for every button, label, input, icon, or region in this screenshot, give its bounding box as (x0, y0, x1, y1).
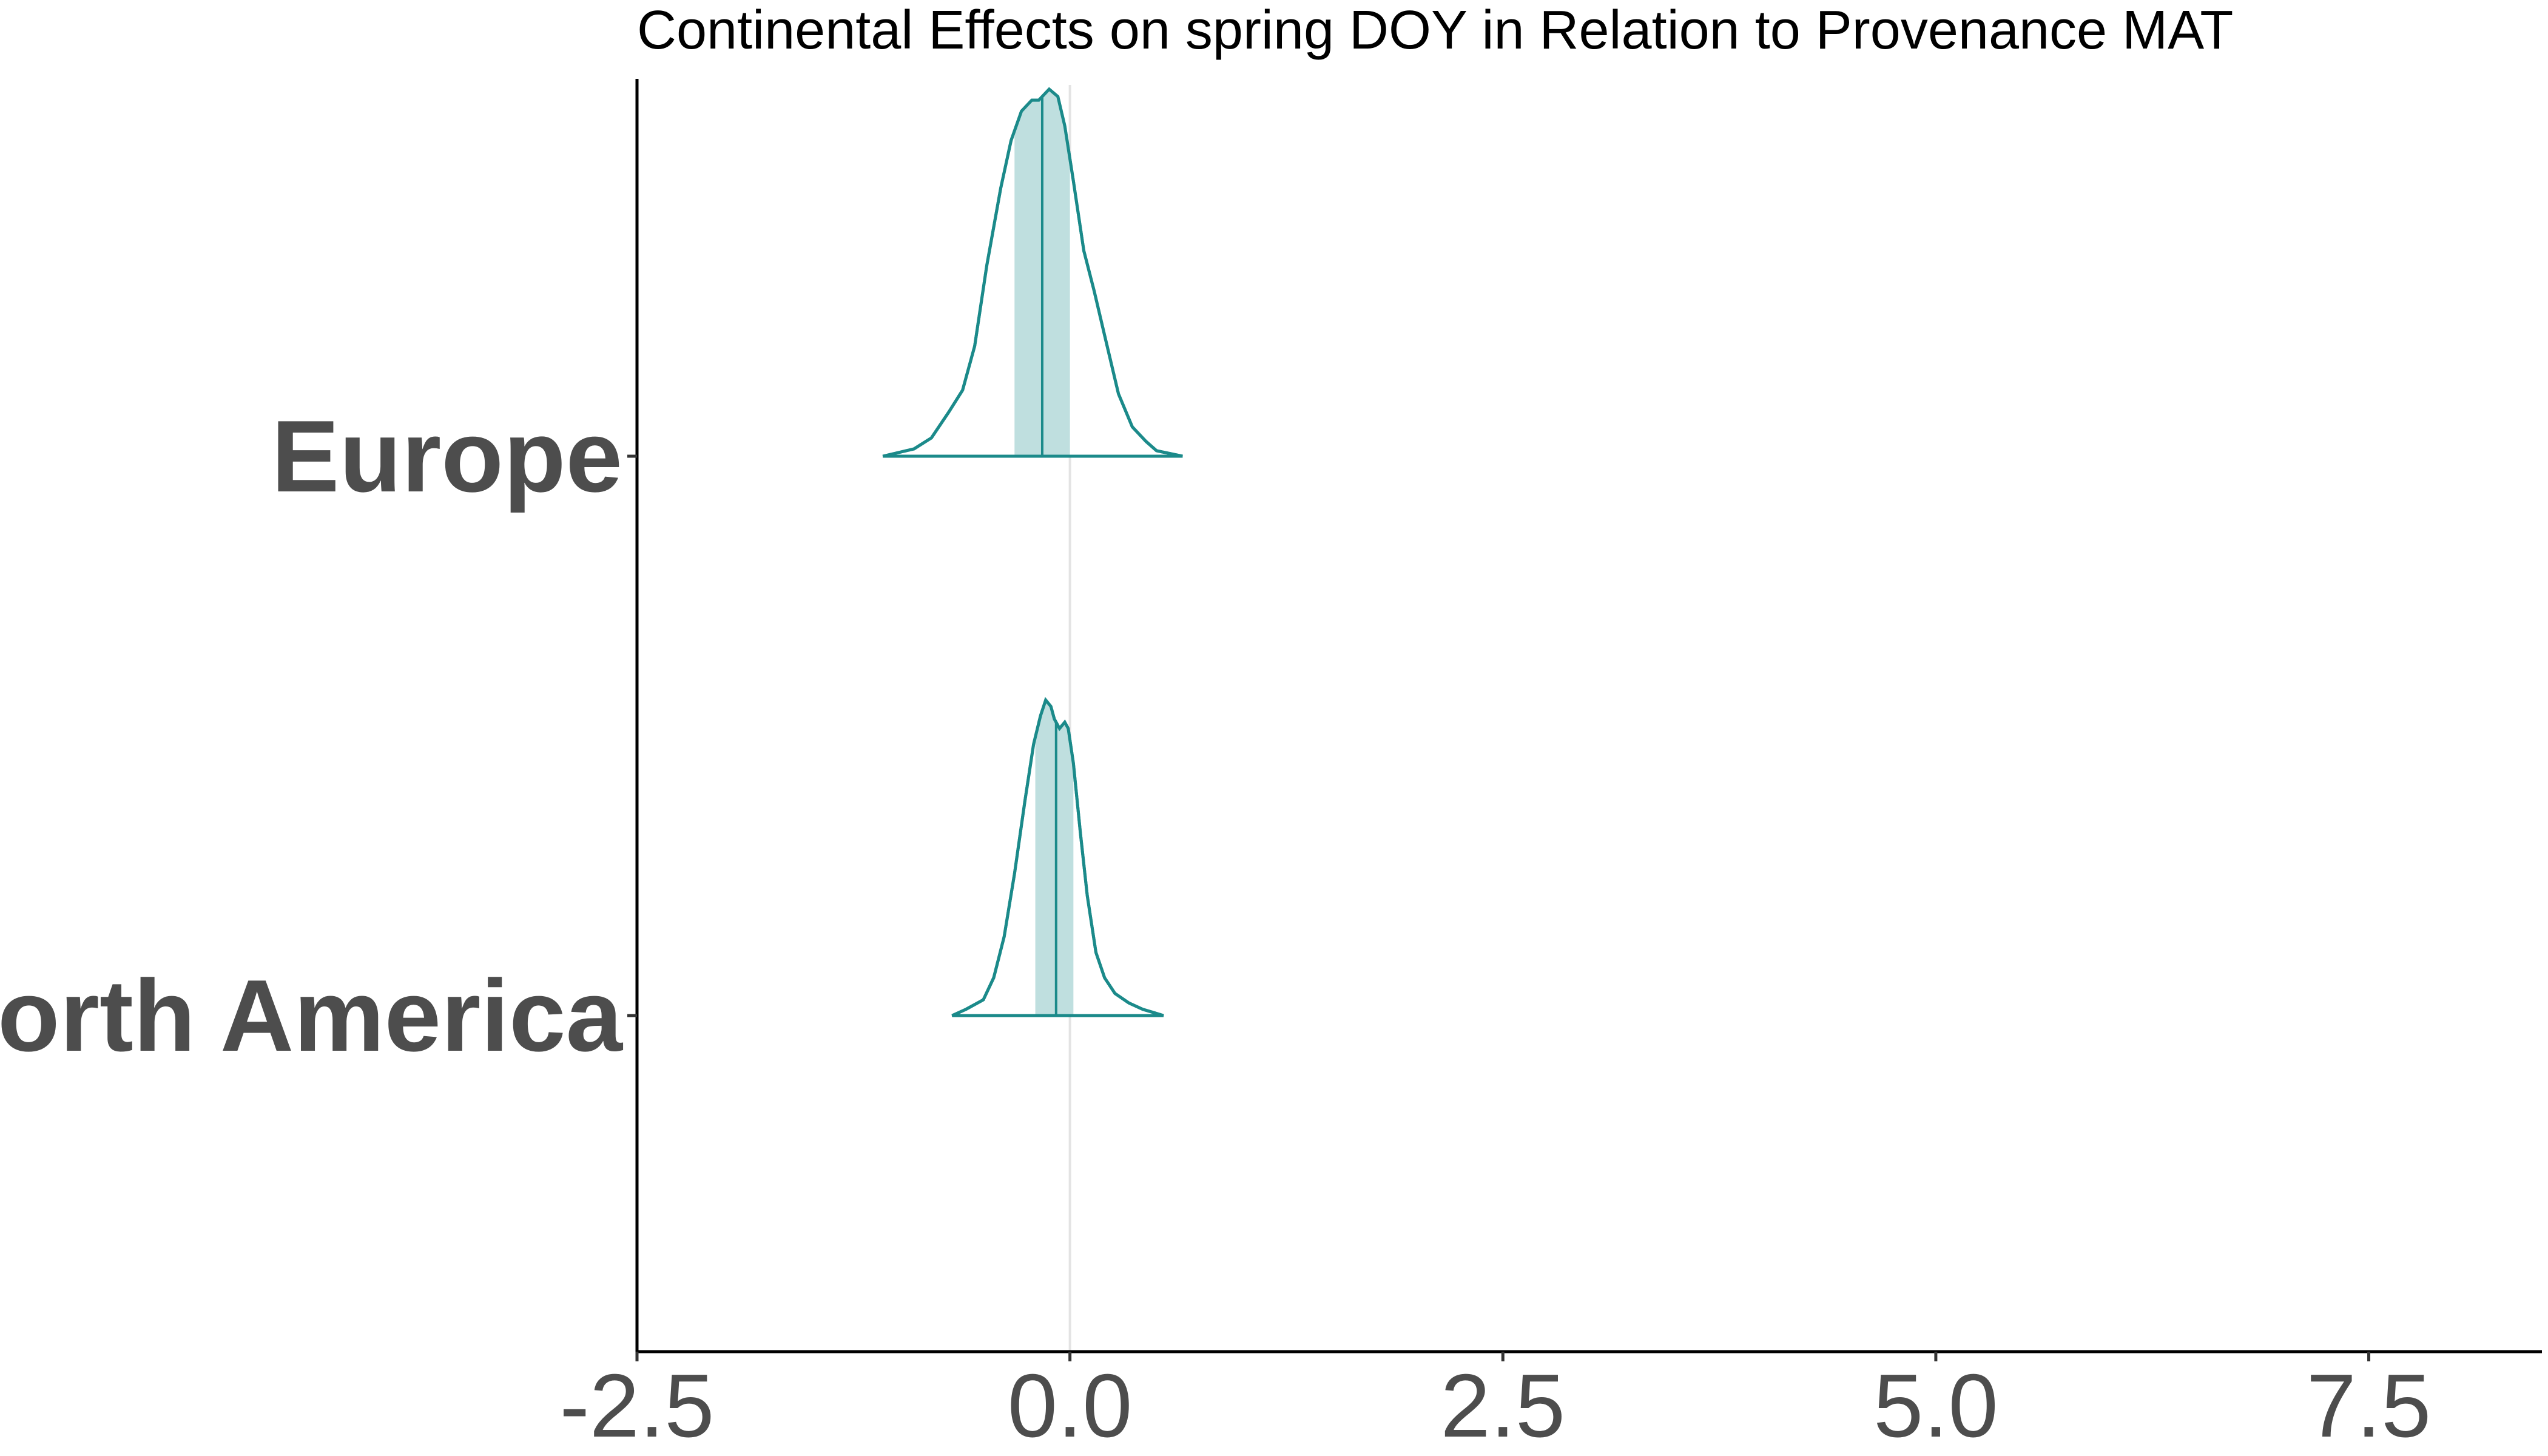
x-tick-label: 0.0 (1008, 1356, 1133, 1456)
y-axis: Europe North America (0, 399, 637, 1073)
x-tick-label: -2.5 (559, 1356, 714, 1456)
credible-interval-band (1035, 700, 1074, 1016)
density-outline (882, 87, 1183, 458)
ridge-north-america (951, 696, 1164, 1017)
ridges (882, 87, 1183, 1017)
y-tick-label: Europe (271, 399, 622, 513)
x-tick-label: 2.5 (1440, 1356, 1565, 1456)
chart-title: Continental Effects on spring DOY in Rel… (637, 0, 2233, 61)
x-tick-label: 7.5 (2307, 1356, 2432, 1456)
ridge-europe (882, 87, 1183, 458)
x-tick-label: 5.0 (1873, 1356, 1998, 1456)
y-tick-label: North America (0, 959, 624, 1073)
x-axis: -2.5 0.0 2.5 5.0 7.5 (559, 1352, 2431, 1456)
density-outline (951, 696, 1164, 1017)
